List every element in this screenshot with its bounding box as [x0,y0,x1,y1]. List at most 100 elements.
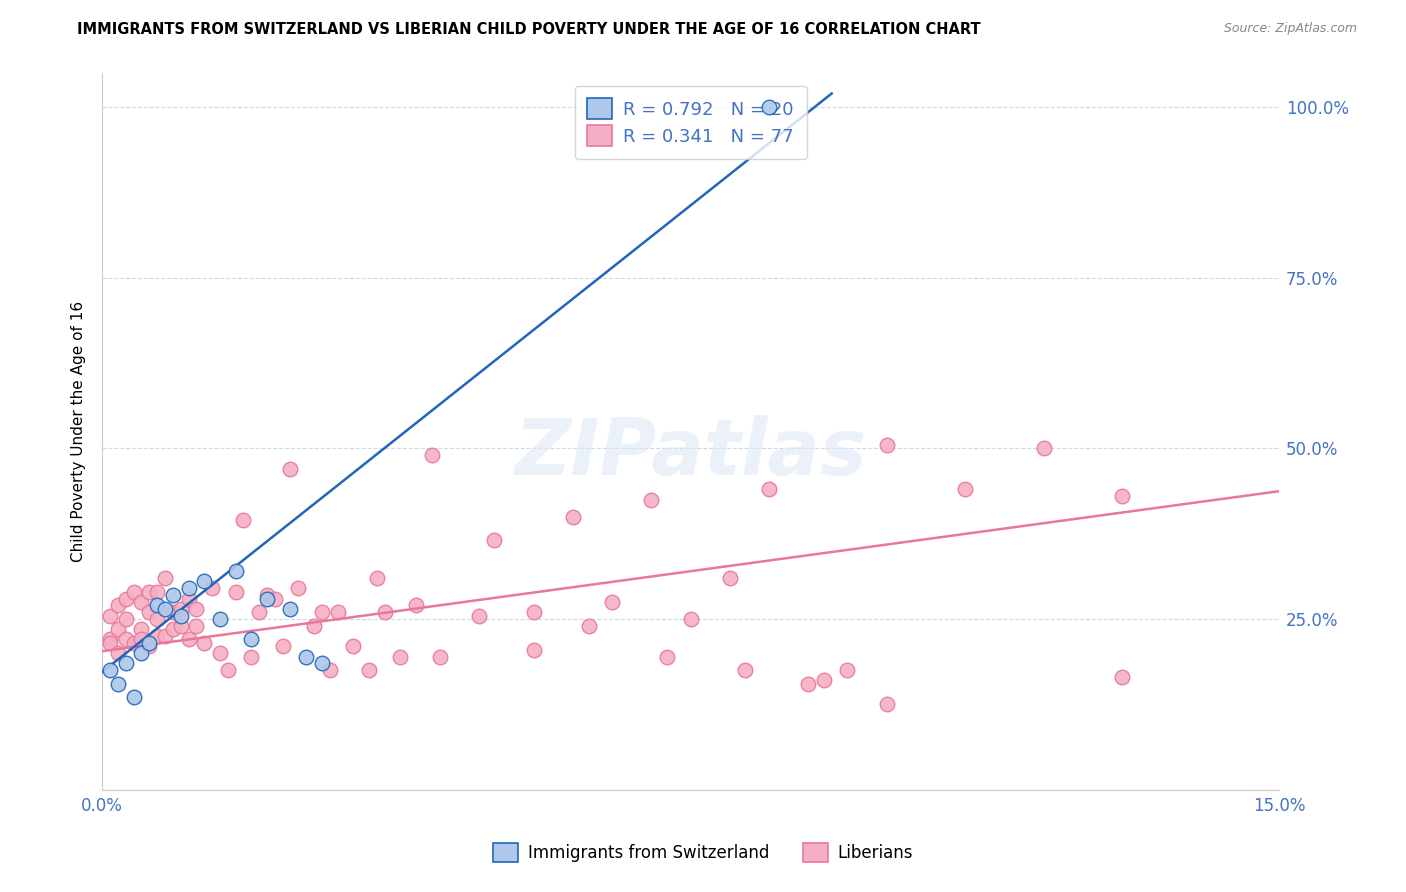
Point [225,584,247,599]
Point [208,612,231,626]
Point [138,605,160,619]
Point [280,601,302,615]
Point [232,513,254,527]
Point [523,605,546,619]
Point [240,632,263,647]
Point [876,438,898,452]
Point [169,619,191,633]
Point [287,582,309,596]
Point [578,619,600,633]
Point [429,649,451,664]
Point [131,622,153,636]
Point [357,663,380,677]
Point [146,612,169,626]
Point [122,690,145,705]
Point [405,599,427,613]
Point [114,657,136,671]
Point [311,657,333,671]
Point [758,100,780,114]
Point [153,571,176,585]
Point [193,636,215,650]
Point [484,533,506,548]
Point [523,642,546,657]
Point [734,663,756,677]
Point [122,584,145,599]
Point [561,509,583,524]
Point [225,564,247,578]
Point [326,605,349,619]
Point [107,646,129,660]
Text: IMMIGRANTS FROM SWITZERLAND VS LIBERIAN CHILD POVERTY UNDER THE AGE OF 16 CORREL: IMMIGRANTS FROM SWITZERLAND VS LIBERIAN … [77,22,981,37]
Point [177,582,200,596]
Point [217,663,239,677]
Point [186,619,208,633]
Point [302,619,325,633]
Point [146,584,169,599]
Point [311,605,333,619]
Point [131,632,153,647]
Point [240,649,263,664]
Point [953,483,976,497]
Point [98,636,121,650]
Point [1111,670,1133,684]
Point [280,462,302,476]
Y-axis label: Child Poverty Under the Age of 16: Child Poverty Under the Age of 16 [72,301,86,562]
Text: Source: ZipAtlas.com: Source: ZipAtlas.com [1223,22,1357,36]
Point [1111,489,1133,503]
Point [201,582,224,596]
Point [271,640,294,654]
Point [366,571,388,585]
Point [256,588,278,602]
Point [186,601,208,615]
Point [177,632,200,647]
Point [295,649,318,664]
Point [138,636,160,650]
Point [718,571,741,585]
Point [138,640,160,654]
Point [114,632,136,647]
Point [640,492,662,507]
Point [162,605,184,619]
Point [131,646,153,660]
Point [122,636,145,650]
Point [247,605,270,619]
Point [114,612,136,626]
Point [107,599,129,613]
Point [797,677,820,691]
Point [107,622,129,636]
Legend: Immigrants from Switzerland, Liberians: Immigrants from Switzerland, Liberians [485,834,921,871]
Point [146,599,169,613]
Point [98,608,121,623]
Point [146,629,169,643]
Point [655,649,678,664]
Point [876,698,898,712]
Point [600,595,623,609]
Point [263,591,285,606]
Point [758,483,780,497]
Point [138,584,160,599]
Point [162,588,184,602]
Point [131,595,153,609]
Point [1032,442,1054,456]
Point [177,591,200,606]
Point [98,632,121,647]
Point [193,574,215,589]
Point [679,612,702,626]
Point [374,605,396,619]
Point [318,663,340,677]
Point [837,663,859,677]
Point [813,673,835,688]
Point [468,608,491,623]
Point [153,601,176,615]
Point [114,591,136,606]
Text: ZIPatlas: ZIPatlas [515,415,866,491]
Point [153,629,176,643]
Point [169,601,191,615]
Point [420,448,443,462]
Legend: R = 0.792   N = 20, R = 0.341   N = 77: R = 0.792 N = 20, R = 0.341 N = 77 [575,86,807,159]
Point [107,677,129,691]
Point [256,591,278,606]
Point [169,608,191,623]
Point [98,663,121,677]
Point [208,646,231,660]
